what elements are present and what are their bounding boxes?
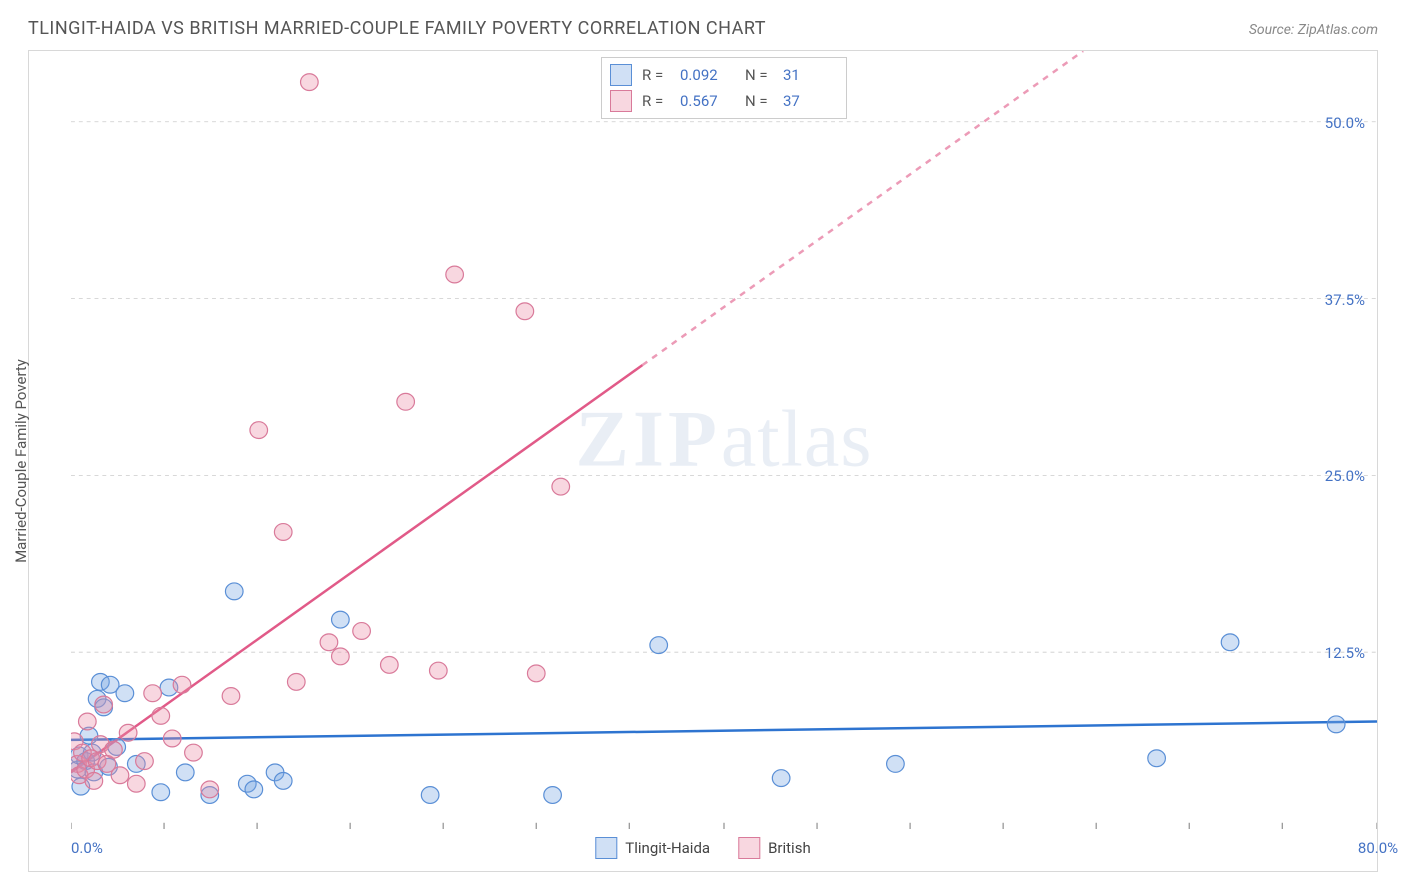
r-value-1: 0.092 [680, 66, 735, 84]
scatter-svg [71, 51, 1377, 829]
r-value-2: 0.567 [680, 92, 735, 110]
r-label: R = [642, 66, 670, 84]
legend-label-1: Tlingit-Haida [625, 839, 710, 857]
series-legend: Tlingit-Haida British [595, 837, 810, 859]
chart-title: TLINGIT-HAIDA VS BRITISH MARRIED-COUPLE … [28, 18, 766, 39]
legend-item-2: British [738, 837, 811, 859]
y-tick-label: 37.5% [1325, 291, 1365, 309]
x-tick-label: 0.0% [71, 839, 103, 857]
stats-legend: R = 0.092 N = 31 R = 0.567 N = 37 [601, 57, 847, 119]
chart-container: Married-Couple Family Poverty ZIPatlas R… [28, 50, 1378, 872]
legend-swatch-2 [738, 837, 760, 859]
y-tick-label: 25.0% [1325, 467, 1365, 485]
n-value-2: 37 [783, 92, 838, 110]
n-label: N = [745, 66, 773, 84]
swatch-series-2 [610, 90, 632, 112]
legend-swatch-1 [595, 837, 617, 859]
legend-label-2: British [768, 839, 811, 857]
plot-area: ZIPatlas R = 0.092 N = 31 R = 0.567 N = … [71, 51, 1377, 829]
legend-item-1: Tlingit-Haida [595, 837, 710, 859]
x-tick-label: 80.0% [1358, 839, 1398, 857]
r-label: R = [642, 92, 670, 110]
y-tick-label: 50.0% [1325, 114, 1365, 132]
chart-source: Source: ZipAtlas.com [1249, 22, 1378, 38]
n-value-1: 31 [783, 66, 838, 84]
stats-row-2: R = 0.567 N = 37 [610, 88, 838, 114]
n-label: N = [745, 92, 773, 110]
chart-header: TLINGIT-HAIDA VS BRITISH MARRIED-COUPLE … [0, 0, 1406, 47]
stats-row-1: R = 0.092 N = 31 [610, 62, 838, 88]
swatch-series-1 [610, 64, 632, 86]
y-axis-label: Married-Couple Family Poverty [12, 359, 30, 563]
y-tick-label: 12.5% [1325, 644, 1365, 662]
